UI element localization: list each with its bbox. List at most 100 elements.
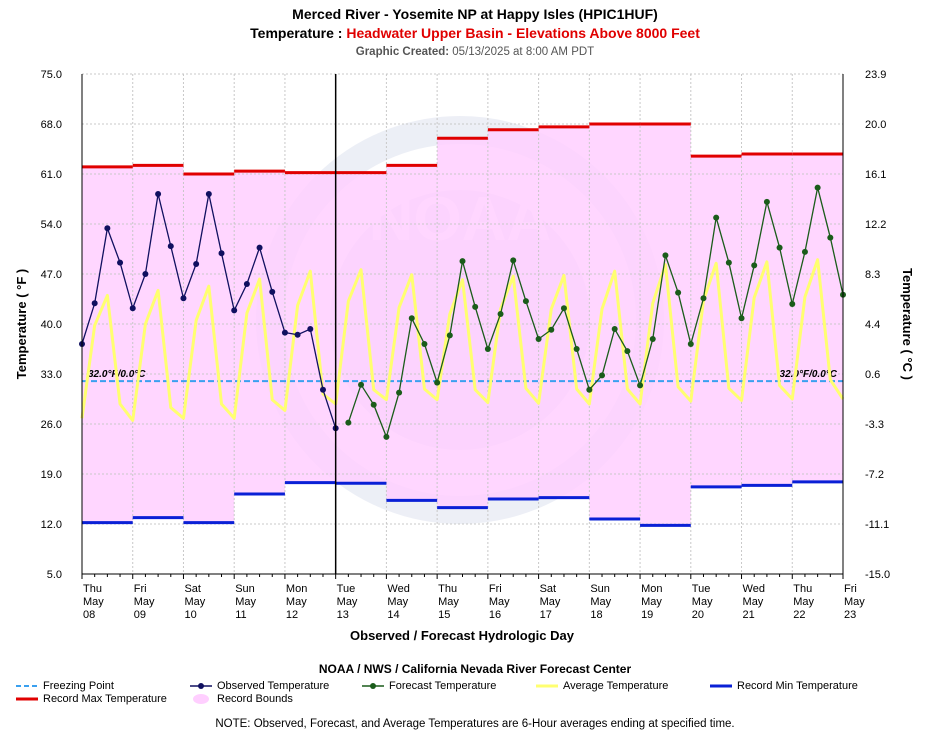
forecast-point [421, 341, 428, 347]
x-tick-label: Sat [540, 583, 557, 595]
forecast-point [573, 346, 580, 352]
x-tick-label: Thu [438, 583, 457, 595]
y-tick-label-left: 19.0 [41, 469, 62, 481]
forecast-point [738, 315, 745, 322]
forecast-point [763, 198, 770, 205]
observed-point [319, 386, 326, 393]
y-axis-label-right: Temperature ( °C ) [900, 268, 915, 380]
forecast-point [599, 372, 606, 379]
freezing-label-right: 32.0°F/0.0°C [780, 369, 838, 380]
observed-point [281, 329, 288, 336]
observed-point [167, 243, 174, 250]
x-tick-label: 09 [134, 609, 146, 621]
x-tick-label: 22 [793, 609, 805, 621]
x-tick-label: May [641, 596, 662, 608]
subtitle-accent: Headwater Upper Basin - Elevations Above… [346, 25, 700, 41]
y-tick-label-right: -11.1 [865, 519, 889, 531]
forecast-point [522, 298, 529, 305]
x-tick-label: 11 [235, 609, 246, 621]
x-tick-label: Mon [286, 583, 307, 595]
created-label: Graphic Created: [355, 46, 450, 58]
observed-point [205, 191, 212, 197]
graphic-created: Graphic Created: 05/13/2025 at 8:00 AM P… [0, 46, 950, 58]
forecast-point [548, 326, 555, 333]
forecast-point [586, 386, 593, 393]
forecast-point [637, 382, 644, 389]
x-tick-label: Thu [83, 583, 102, 595]
forecast-point [535, 336, 542, 342]
x-tick-label: May [387, 596, 408, 608]
y-tick-label-right: 20.0 [865, 119, 886, 131]
observed-point [193, 261, 200, 267]
x-tick-label: May [184, 596, 205, 608]
forecast-point [446, 332, 453, 339]
observed-point [129, 305, 136, 312]
y-tick-label-left: 40.0 [41, 319, 62, 331]
y-axis-label-left: Temperature ( °F ) [14, 269, 29, 379]
y-tick-label-right: 12.2 [865, 219, 886, 231]
legend-observed: Observed Temperature [190, 680, 329, 692]
observed-point [269, 288, 276, 295]
forecast-point [396, 389, 403, 396]
chart-title: Merced River - Yosemite NP at Happy Isle… [292, 6, 658, 22]
forecast-point [700, 295, 707, 302]
record-bounds-swatch [193, 694, 209, 704]
legend-average-label: Average Temperature [563, 680, 669, 692]
footnote: NOTE: Observed, Forecast, and Average Te… [215, 718, 735, 730]
y-tick-label-left: 47.0 [41, 269, 62, 281]
forecast-point [675, 289, 682, 296]
x-tick-label: 20 [692, 609, 704, 621]
legend-forecast-label: Forecast Temperature [389, 680, 497, 692]
y-tick-label-left: 33.0 [41, 369, 62, 381]
forecast-point [510, 257, 517, 264]
legend-freezing: Freezing Point [16, 680, 114, 692]
observed-point [104, 225, 111, 232]
forecast-point [827, 234, 834, 241]
record-bounds-band [82, 124, 843, 526]
x-tick-label: Fri [844, 583, 857, 595]
record-min-swatch [710, 684, 732, 688]
forecast-point [687, 341, 694, 347]
legend-record-max-label: Record Max Temperature [43, 693, 167, 705]
forecast-line [347, 187, 844, 439]
x-tick-label: 08 [83, 609, 95, 621]
x-tick-label: Wed [743, 583, 765, 595]
forecast-point [611, 326, 618, 332]
x-tick-label: Sun [590, 583, 610, 595]
x-tick-label: 21 [743, 609, 755, 621]
x-tick-label: May [743, 596, 764, 608]
observed-point [218, 250, 225, 257]
x-tick-label: 12 [286, 609, 298, 621]
x-tick-label: 19 [641, 609, 653, 621]
forecast-point [776, 244, 783, 251]
x-tick-label: 14 [387, 609, 399, 621]
observed-point [243, 281, 250, 287]
temperature-chart: NOAA 32.0°F/0.0°C32.0°F/0.0°C 75.023.968… [14, 69, 915, 643]
forecast-swatch [362, 683, 384, 689]
y-tick-label-right: -3.3 [865, 419, 884, 431]
y-tick-label-right: 16.1 [865, 169, 886, 181]
forecast-point [789, 301, 796, 307]
y-tick-label-right: 8.3 [865, 269, 880, 281]
x-tick-label: May [83, 596, 104, 608]
x-tick-label: May [844, 596, 865, 608]
x-tick-label: May [134, 596, 155, 608]
subtitle-prefix: Temperature : [250, 25, 347, 41]
x-tick-label: May [793, 596, 814, 608]
forecast-point [484, 346, 491, 352]
average-line [80, 258, 845, 422]
forecast-point [713, 214, 720, 221]
forecast-point [725, 259, 732, 266]
x-tick-label: Fri [134, 583, 147, 595]
y-tick-label-right: 0.6 [865, 369, 880, 381]
x-tick-label: Thu [793, 583, 812, 595]
legend: Freezing Point Observed Temperature Fore… [0, 680, 950, 708]
forecast-point [649, 336, 656, 342]
legend-record-min: Record Min Temperature [710, 680, 858, 692]
observed-point [117, 259, 124, 266]
legend-average: Average Temperature [536, 680, 668, 692]
observed-point [256, 244, 263, 251]
legend-record-min-label: Record Min Temperature [737, 680, 858, 692]
x-tick-label: 23 [844, 609, 856, 621]
y-tick-label-right: 4.4 [865, 319, 880, 331]
